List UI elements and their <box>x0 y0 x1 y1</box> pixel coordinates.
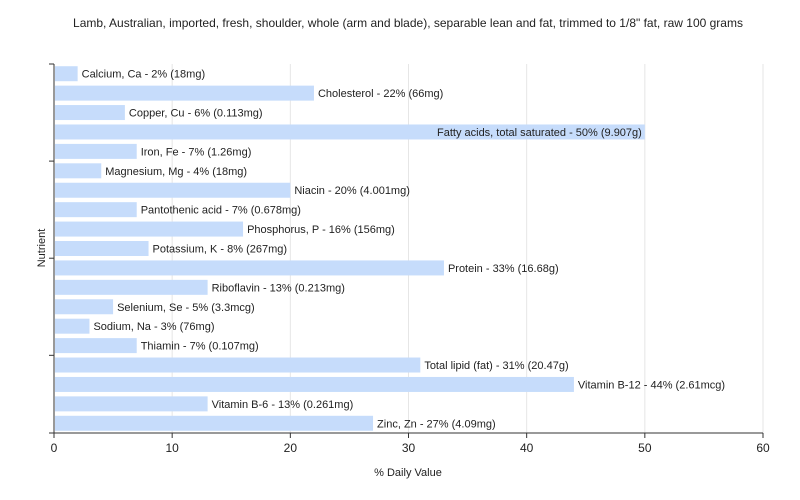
x-tick-label: 20 <box>284 441 298 455</box>
x-tick-label: 0 <box>51 441 58 455</box>
bar-label: Thiamin - 7% (0.107mg) <box>141 341 259 353</box>
bar-label: Niacin - 20% (4.001mg) <box>294 185 410 197</box>
bar-label: Magnesium, Mg - 4% (18mg) <box>105 166 247 178</box>
bar-label: Vitamin B-6 - 13% (0.261mg) <box>212 399 354 411</box>
x-tick-label: 40 <box>520 441 534 455</box>
bar <box>55 85 314 101</box>
bar <box>55 105 125 121</box>
bar-labels: Calcium, Ca - 2% (18mg) Cholesterol - 22%… <box>82 69 725 431</box>
bar <box>55 415 374 431</box>
bar-label: Calcium, Ca - 2% (18mg) <box>82 69 205 81</box>
x-axis-title: % Daily Value <box>374 467 442 479</box>
bar-label: Selenium, Se - 5% (3.3mcg) <box>117 302 255 314</box>
bar <box>55 299 114 315</box>
x-tick-label: 30 <box>402 441 416 455</box>
x-tick-label: 10 <box>165 441 179 455</box>
bar-label: Copper, Cu - 6% (0.113mg) <box>129 108 263 120</box>
bar-label: Potassium, K - 8% (267mg) <box>153 244 287 256</box>
bar <box>55 124 645 140</box>
bar <box>55 396 208 412</box>
bar-label: Protein - 33% (16.68g) <box>448 263 559 275</box>
bar <box>55 182 291 198</box>
bar <box>55 376 574 392</box>
bar-label: Zinc, Zn - 27% (4.09mg) <box>377 418 496 430</box>
bar-label: Cholesterol - 22% (66mg) <box>318 88 443 100</box>
bars <box>55 66 645 431</box>
bar-label: Pantothenic acid - 7% (0.678mg) <box>141 205 301 217</box>
y-axis-title: Nutrient <box>36 229 48 268</box>
chart-title: Lamb, Australian, imported, fresh, shoul… <box>73 16 743 30</box>
bar <box>55 221 244 237</box>
bar <box>55 241 149 256</box>
bar-label: Fatty acids, total saturated - 50% (9.90… <box>437 127 642 139</box>
bar-label: Riboflavin - 13% (0.213mg) <box>212 282 345 294</box>
bar-label: Vitamin B-12 - 44% (2.61mcg) <box>578 379 725 391</box>
bar <box>55 279 208 295</box>
bar <box>55 143 137 159</box>
bar <box>55 357 421 373</box>
bar <box>55 318 90 334</box>
bar <box>55 163 102 179</box>
x-ticks: 0 10 20 30 40 50 60 <box>49 63 770 455</box>
bar-label: Sodium, Na - 3% (76mg) <box>93 321 214 333</box>
x-tick-label: 60 <box>756 441 770 455</box>
x-tick-label: 50 <box>638 441 652 455</box>
bar <box>55 260 444 276</box>
bar <box>55 202 137 218</box>
bar <box>55 66 78 82</box>
bar-label: Iron, Fe - 7% (1.26mg) <box>141 146 252 158</box>
bar <box>55 338 137 354</box>
bar-label: Total lipid (fat) - 31% (20.47g) <box>424 360 568 372</box>
bar-label: Phosphorus, P - 16% (156mg) <box>247 224 395 236</box>
